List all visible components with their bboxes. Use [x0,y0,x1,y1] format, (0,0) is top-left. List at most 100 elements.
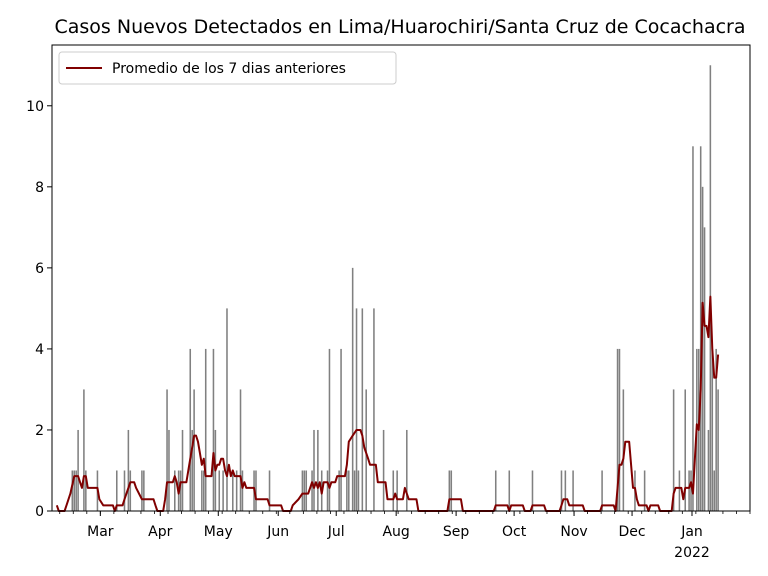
bar-88 [711,348,714,511]
bar-75 [672,389,675,511]
y-tick-label-2: 4 [35,342,44,358]
bars-group [71,65,719,512]
legend: Promedio de los 7 dias anteriores [58,51,397,85]
bar-33 [241,470,244,511]
bar-65 [531,470,534,511]
bar-79 [690,470,692,511]
bar-30 [232,470,234,511]
bar-56 [373,308,375,511]
bar-62 [450,470,453,511]
bar-48 [346,470,348,511]
bar-83 [699,146,702,512]
bar-9 [127,429,130,511]
bar-22 [201,470,203,511]
bar-87 [709,65,712,511]
bar-77 [684,389,686,511]
x-tick-label-1: Apr [148,524,172,540]
bar-44 [326,470,329,511]
bar-80 [692,146,694,512]
x-tick-label-0: Mar [87,524,114,540]
bar-17 [179,470,182,511]
bar-78 [688,470,690,511]
bar-84 [701,186,704,511]
bar-50 [351,267,354,511]
bar-10 [129,470,132,511]
x-tick-label-9: Dec [619,524,646,540]
bar-0 [71,470,74,511]
bar-18 [181,429,184,511]
bar-12 [143,470,145,511]
bar-89 [713,470,716,511]
bar-35 [255,470,257,511]
average-line-group [55,295,720,512]
bar-11 [141,470,143,511]
x-tick-label-4: Jul [327,524,345,540]
bar-68 [572,470,574,511]
bar-70 [616,348,619,511]
bar-46 [338,470,340,511]
bar-63 [494,470,497,511]
bar-64 [508,470,511,511]
bar-13 [166,389,168,511]
x-tick-label-7: Oct [502,524,527,540]
bar-61 [448,470,451,511]
bar-31 [235,470,238,511]
bar-27 [218,470,221,511]
bar-42 [317,429,319,511]
y-tick-label-4: 8 [35,180,44,196]
axes-group: 0 2 4 6 8 10 Mar Apr May Jun Jul Aug Sep Oct Nov Dec Jan… [26,44,751,561]
y-tick-label-3: 6 [35,261,44,277]
bar-74 [643,470,646,511]
bar-71 [618,348,621,511]
bar-21 [193,389,195,511]
bar-53 [357,470,360,511]
bar-58 [392,470,395,511]
bar-51 [353,470,356,511]
x-tick-label-10: Jan [680,524,703,540]
bar-20 [191,429,193,511]
bar-19 [189,348,192,511]
bar-66 [560,470,563,511]
bar-39 [305,470,308,511]
bar-40 [311,470,313,511]
y-tick-label-1: 2 [35,423,44,439]
bar-28 [222,470,224,511]
bar-41 [313,429,315,511]
bar-57 [382,429,385,511]
legend-label: Promedio de los 7 dias anteriores [112,61,346,77]
bar-60 [406,429,408,511]
y-tick-label-0: 0 [35,504,44,520]
bar-3 [77,429,79,511]
bar-32 [239,389,242,511]
bar-76 [678,470,681,511]
x-tick-label-5: Aug [382,524,409,540]
average-line [55,295,720,512]
bar-38 [303,470,306,511]
bar-54 [361,308,364,511]
y-tick-label-5: 10 [26,99,44,115]
x-tick-label-8: Nov [560,524,587,540]
bar-29 [226,308,228,511]
legend-box [58,51,397,85]
bar-25 [212,348,215,511]
bar-67 [564,470,567,511]
bar-52 [355,308,358,511]
bar-69 [601,470,603,511]
bar-14 [168,429,170,511]
chart-title: Casos Nuevos Detectados en Lima/Huarochi… [54,16,746,38]
bar-23 [203,470,205,511]
bar-85 [703,227,706,511]
bar-8 [123,470,126,511]
x-tick-sublabel-10: 2022 [674,545,710,561]
bar-24 [204,348,207,511]
plot-frame [51,44,751,512]
bar-47 [340,348,342,511]
bar-7 [116,470,118,511]
bar-5 [85,470,87,511]
bar-4 [83,389,85,511]
bar-59 [396,470,398,511]
bar-45 [328,348,331,511]
bar-37 [301,470,304,511]
bar-1 [73,470,76,511]
